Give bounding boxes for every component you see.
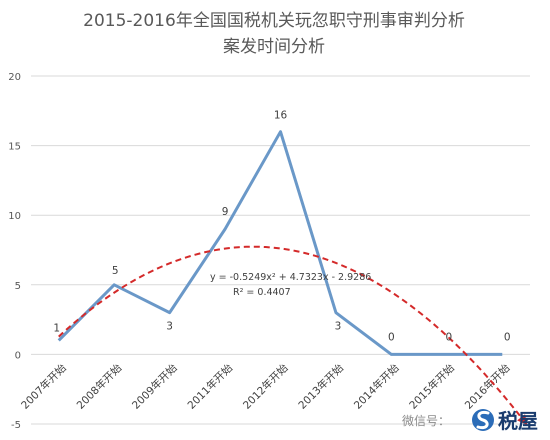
data-label-4: 16: [274, 110, 288, 122]
y-tick-label-1: 0: [15, 350, 21, 361]
x-category-label-5: 2013年开始: [296, 361, 347, 412]
x-category-label-4: 2012年开始: [240, 361, 291, 412]
trendline-r-squared: R² = 0.4407: [233, 287, 291, 298]
watermark-text: 微信号：: [402, 414, 450, 428]
watermark: 微信号： 税屋: [402, 409, 538, 433]
data-label-0: 1: [53, 322, 60, 334]
chart-title: 2015-2016年全国国税机关玩忽职守刑事审判分析: [83, 11, 465, 31]
y-tick-label-4: 15: [8, 142, 21, 153]
x-category-label-8: 2016年开始: [462, 361, 513, 412]
trendline-layer: [58, 245, 529, 426]
data-label-6: 0: [388, 331, 395, 343]
trendline-equation: y = -0.5249x² + 4.7323x - 2.9286: [210, 272, 371, 283]
x-category-label-3: 2011年开始: [185, 361, 236, 412]
data-labels: 1 5 3 9 16 3 0 0 0: [53, 110, 510, 344]
data-label-3: 9: [222, 206, 229, 218]
x-category-label-7: 2015年开始: [407, 361, 458, 412]
s-logo-icon: [472, 409, 494, 431]
y-tick-label-2: 5: [15, 281, 21, 292]
data-label-8: 0: [504, 331, 511, 343]
data-label-1: 5: [112, 265, 119, 277]
data-label-7: 0: [445, 331, 452, 343]
y-tick-label-0: -5: [11, 420, 21, 431]
x-axis-categories: 2007年开始 2008年开始 2009年开始 2011年开始 2012年开始 2013年…: [18, 361, 512, 412]
x-category-label-2: 2009年开始: [129, 361, 180, 412]
x-category-label-1: 2008年开始: [74, 361, 125, 412]
y-tick-label-3: 10: [8, 211, 21, 222]
data-label-2: 3: [166, 321, 173, 333]
chart-subtitle: 案发时间分析: [223, 37, 325, 57]
series-line: [57, 130, 503, 356]
x-category-label-0: 2007年开始: [18, 361, 69, 412]
data-label-5: 3: [335, 321, 342, 333]
x-category-label-6: 2014年开始: [351, 361, 402, 412]
y-tick-label-5: 20: [8, 72, 21, 83]
trendline-arrowhead: [517, 414, 528, 426]
watermark-brand: 税屋: [498, 409, 538, 433]
y-axis-ticks: -5 0 5 10 15 20: [8, 72, 21, 431]
series-layer: [57, 130, 503, 356]
trendline-curve: [58, 245, 529, 426]
